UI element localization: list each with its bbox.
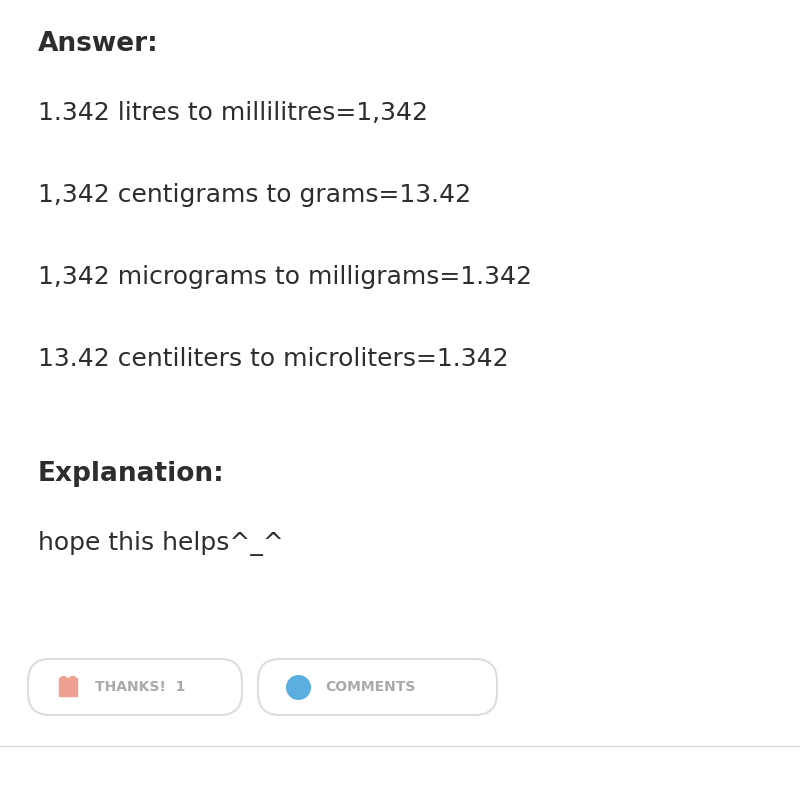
Text: Explanation:: Explanation: xyxy=(38,461,225,487)
Text: Answer:: Answer: xyxy=(38,31,158,57)
Text: ♥: ♥ xyxy=(57,675,79,699)
Text: hope this helps^_^: hope this helps^_^ xyxy=(38,531,284,556)
Text: 1,342 centigrams to grams=13.42: 1,342 centigrams to grams=13.42 xyxy=(38,183,471,207)
Text: 1,342 micrograms to milligrams=1.342: 1,342 micrograms to milligrams=1.342 xyxy=(38,265,532,289)
Text: THANKS!  1: THANKS! 1 xyxy=(95,680,186,694)
Text: 13.42 centiliters to microliters=1.342: 13.42 centiliters to microliters=1.342 xyxy=(38,347,509,371)
Text: 1.342 litres to millilitres=1,342: 1.342 litres to millilitres=1,342 xyxy=(38,101,428,125)
FancyBboxPatch shape xyxy=(28,659,242,715)
Text: COMMENTS: COMMENTS xyxy=(325,680,415,694)
FancyBboxPatch shape xyxy=(258,659,497,715)
Text: ⭐: ⭐ xyxy=(291,675,305,699)
